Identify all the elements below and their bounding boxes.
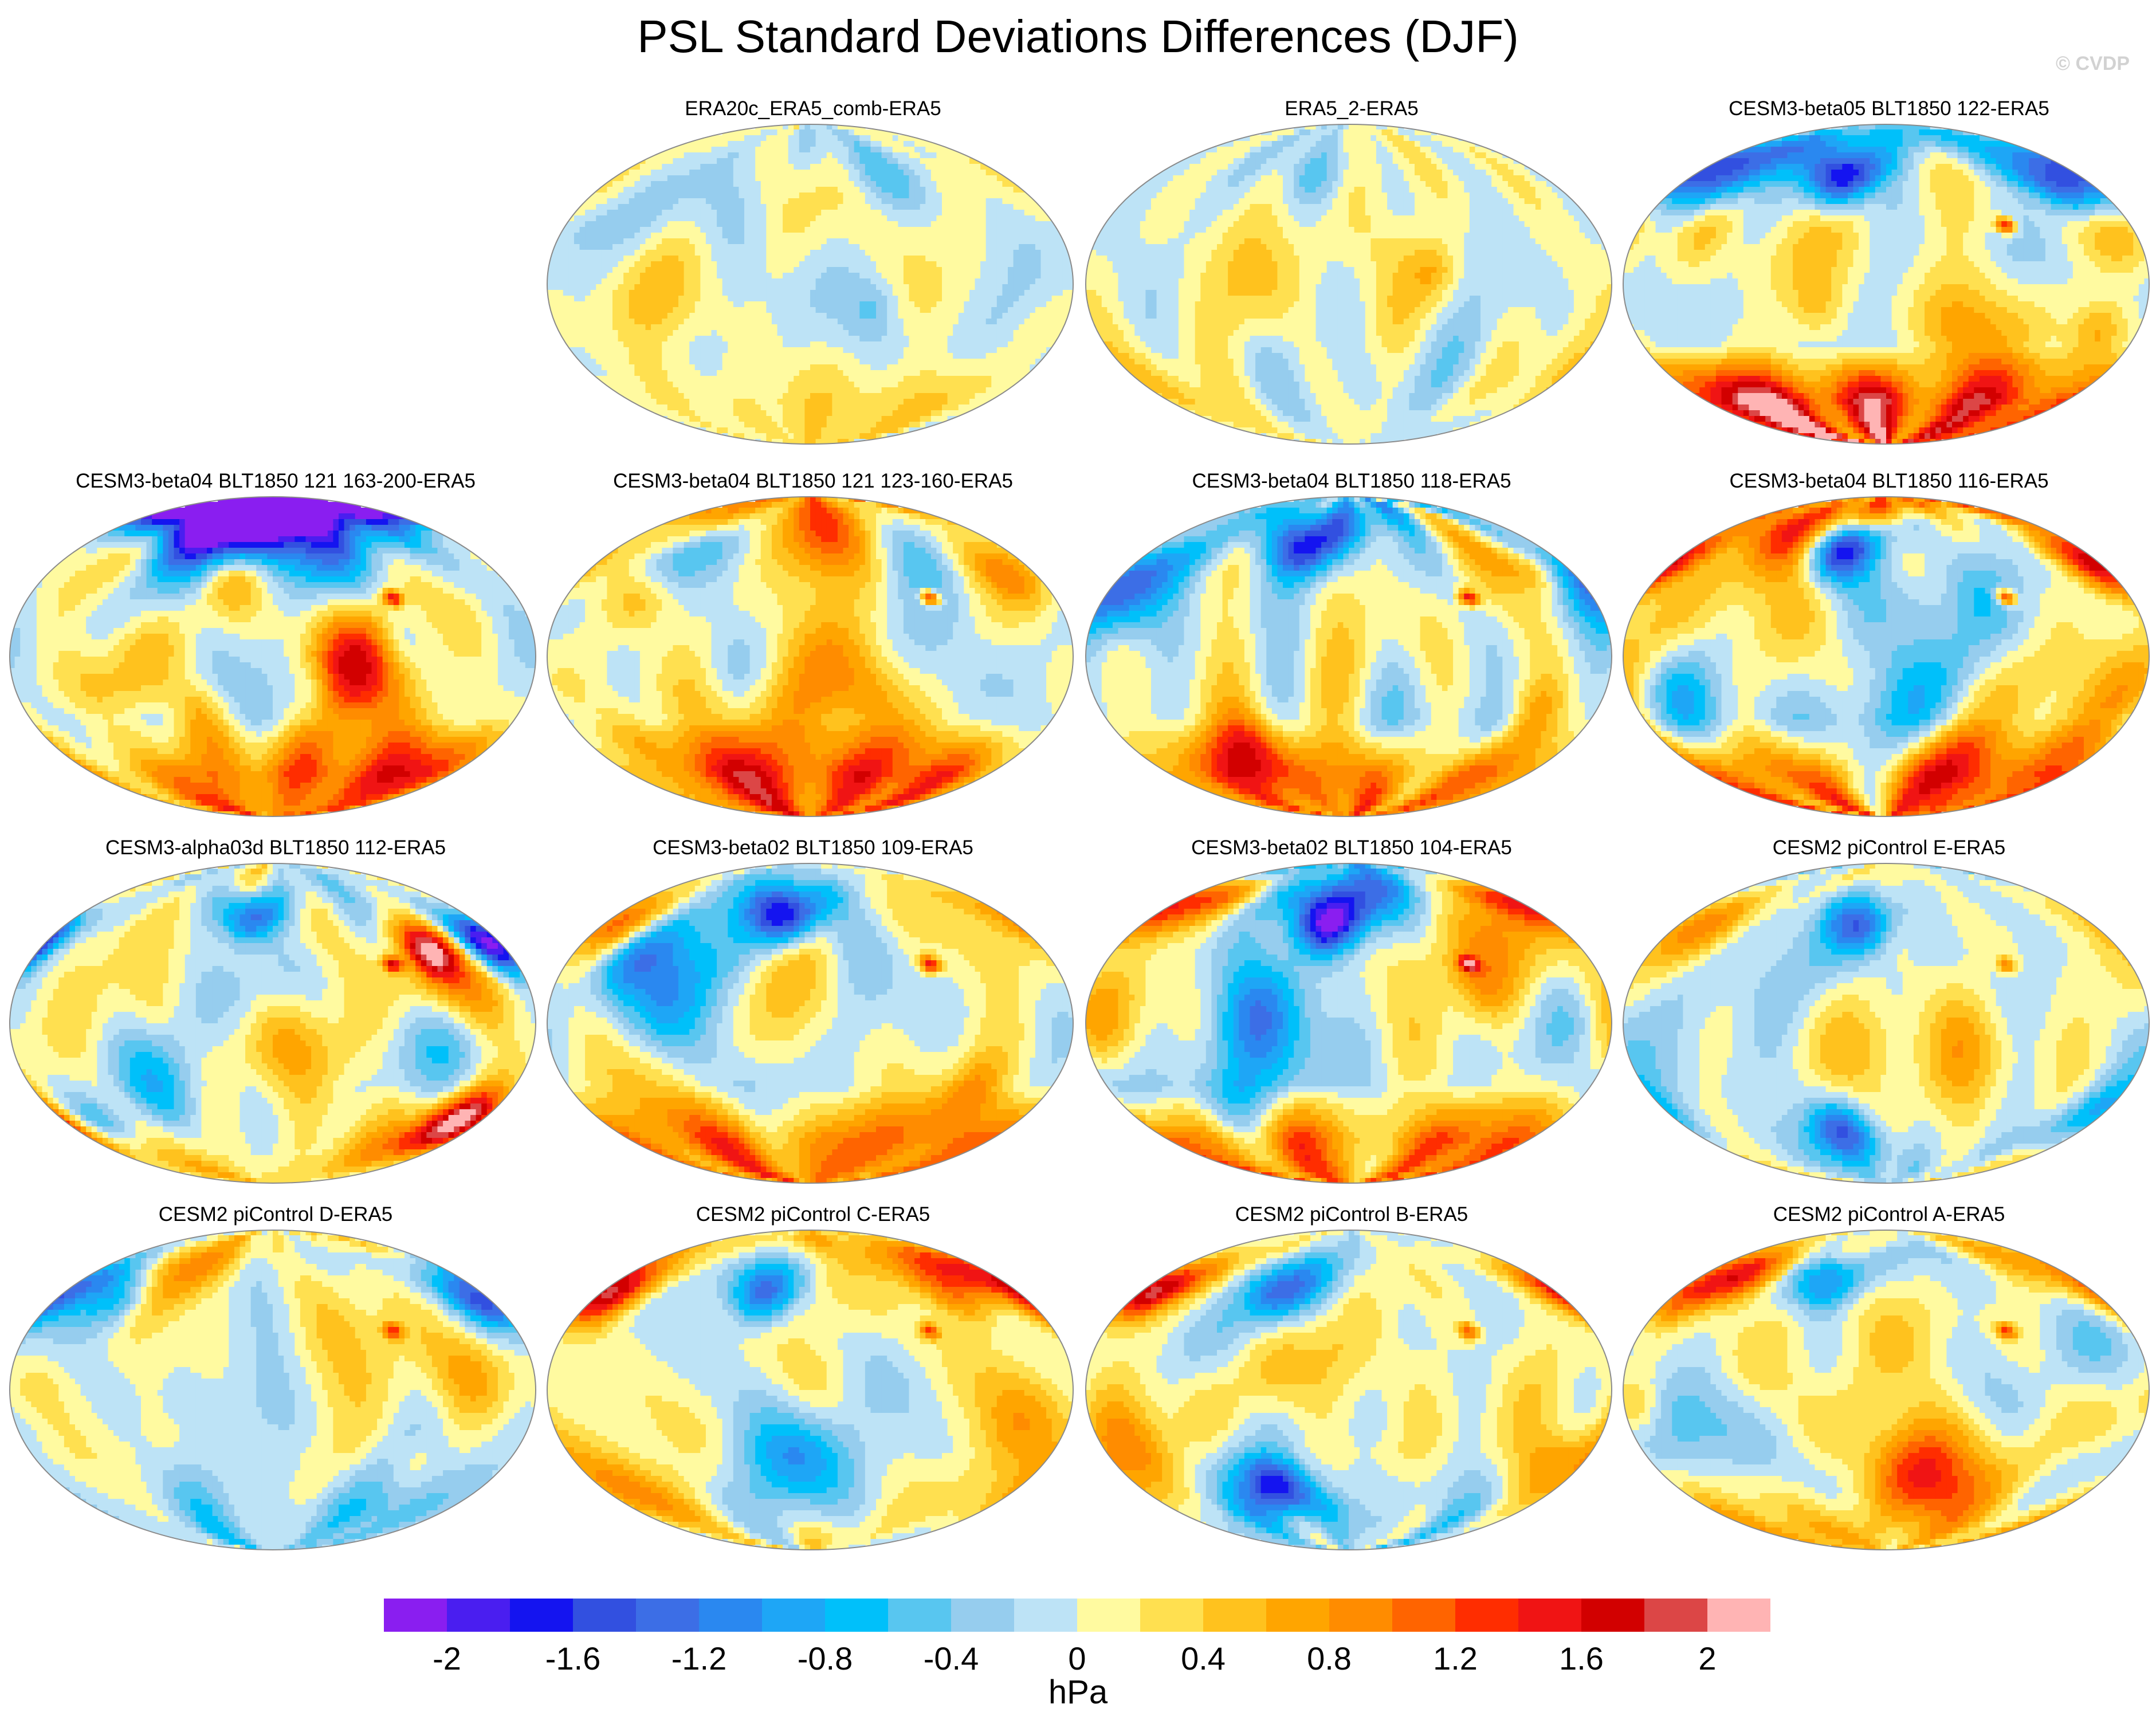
colorbar-swatch	[1518, 1599, 1582, 1632]
colorbar-tick-label: 0.4	[1181, 1640, 1226, 1677]
global-map	[547, 863, 1074, 1184]
global-map	[1085, 863, 1612, 1184]
map-panel: CESM3-beta04 BLT1850 118-ERA5	[1085, 469, 1618, 824]
psl-difference-field	[9, 863, 536, 1184]
map-panel: ERA5_2-ERA5	[1085, 96, 1618, 451]
colorbar-swatch	[825, 1599, 889, 1632]
panel-title: CESM3-beta04 BLT1850 121 163-200-ERA5	[9, 469, 542, 494]
colorbar-tick-label: -0.8	[798, 1640, 853, 1677]
colorbar-tick-label: -1.6	[545, 1640, 601, 1677]
map-panel: CESM3-beta02 BLT1850 109-ERA5	[547, 835, 1079, 1191]
panel-title: CESM3-beta04 BLT1850 116-ERA5	[1623, 469, 2155, 494]
colorbar-tick-label: 1.2	[1433, 1640, 1478, 1677]
panel-title: CESM2 piControl C-ERA5	[547, 1202, 1079, 1227]
colorbar-swatch	[1644, 1599, 1708, 1632]
psl-difference-field	[1623, 124, 2150, 445]
global-map	[547, 1230, 1074, 1550]
psl-difference-field	[547, 124, 1074, 445]
map-panel: CESM2 piControl B-ERA5	[1085, 1202, 1618, 1557]
global-map	[1085, 496, 1612, 817]
global-map	[9, 863, 536, 1184]
colorbar-swatch	[1707, 1599, 1770, 1632]
colorbar-swatch	[636, 1599, 700, 1632]
colorbar-swatch	[1455, 1599, 1519, 1632]
colorbar-tick-label: 0.8	[1307, 1640, 1352, 1677]
global-map	[1623, 1230, 2150, 1550]
colorbar-swatch	[510, 1599, 574, 1632]
psl-difference-field	[1085, 496, 1612, 817]
map-panel: CESM2 piControl C-ERA5	[547, 1202, 1079, 1557]
map-panel: CESM2 piControl D-ERA5	[9, 1202, 542, 1557]
global-map	[1085, 124, 1612, 445]
colorbar-tick-label: -2	[433, 1640, 461, 1677]
global-map	[9, 1230, 536, 1550]
colorbar-swatch	[1329, 1599, 1393, 1632]
psl-difference-field	[1623, 863, 2150, 1184]
global-map	[1623, 124, 2150, 445]
panel-title: ERA5_2-ERA5	[1085, 96, 1618, 121]
colorbar-swatch	[1077, 1599, 1141, 1632]
colorbar-tick-label: 1.6	[1559, 1640, 1604, 1677]
map-panel: CESM3-alpha03d BLT1850 112-ERA5	[9, 835, 542, 1191]
colorbar-swatch	[573, 1599, 637, 1632]
colorbar-swatch	[384, 1599, 447, 1632]
psl-difference-field	[1623, 496, 2150, 817]
colorbar-swatch	[1203, 1599, 1267, 1632]
panel-title: CESM2 piControl D-ERA5	[9, 1202, 542, 1227]
panel-title: ERA20c_ERA5_comb-ERA5	[547, 96, 1079, 121]
colorbar-swatch	[1581, 1599, 1645, 1632]
colorbar-swatch	[1392, 1599, 1456, 1632]
psl-difference-field	[1085, 863, 1612, 1184]
panel-title: CESM3-beta04 BLT1850 118-ERA5	[1085, 469, 1618, 494]
global-map	[1623, 863, 2150, 1184]
colorbar	[384, 1599, 1770, 1632]
copyright-watermark: © CVDP	[2056, 53, 2130, 75]
psl-difference-field	[1623, 1230, 2150, 1550]
global-map	[1085, 1230, 1612, 1550]
colorbar-swatch	[1140, 1599, 1204, 1632]
psl-difference-field	[547, 1230, 1074, 1550]
psl-difference-field	[9, 1230, 536, 1550]
colorbar-swatch	[699, 1599, 763, 1632]
map-panel: CESM3-beta04 BLT1850 121 163-200-ERA5	[9, 469, 542, 824]
colorbar-tick-label: -0.4	[924, 1640, 979, 1677]
psl-difference-field	[547, 496, 1074, 817]
map-panel: CESM2 piControl A-ERA5	[1623, 1202, 2155, 1557]
panel-title: CESM3-beta05 BLT1850 122-ERA5	[1623, 96, 2155, 121]
map-panel: CESM3-beta04 BLT1850 116-ERA5	[1623, 469, 2155, 824]
map-panel: CESM2 piControl E-ERA5	[1623, 835, 2155, 1191]
panel-title: CESM2 piControl B-ERA5	[1085, 1202, 1618, 1227]
psl-difference-field	[1085, 1230, 1612, 1550]
colorbar-swatch	[447, 1599, 510, 1632]
map-panel: CESM3-beta04 BLT1850 121 123-160-ERA5	[547, 469, 1079, 824]
colorbar-swatch	[762, 1599, 826, 1632]
map-panel: CESM3-beta05 BLT1850 122-ERA5	[1623, 96, 2155, 451]
colorbar-swatch	[951, 1599, 1015, 1632]
panel-title: CESM3-beta02 BLT1850 104-ERA5	[1085, 835, 1618, 861]
global-map	[547, 124, 1074, 445]
panel-title: CESM3-beta02 BLT1850 109-ERA5	[547, 835, 1079, 861]
global-map	[9, 496, 536, 817]
global-map	[547, 496, 1074, 817]
map-panel: CESM3-beta02 BLT1850 104-ERA5	[1085, 835, 1618, 1191]
psl-difference-field	[1085, 124, 1612, 445]
psl-difference-field	[9, 496, 536, 817]
colorbar-tick-label: 2	[1698, 1640, 1716, 1677]
colorbar-units: hPa	[0, 1673, 2156, 1711]
panel-title: CESM3-alpha03d BLT1850 112-ERA5	[9, 835, 542, 861]
global-map	[1623, 496, 2150, 817]
colorbar-swatch	[1014, 1599, 1078, 1632]
panel-title: CESM2 piControl A-ERA5	[1623, 1202, 2155, 1227]
colorbar-tick-label: -1.2	[671, 1640, 727, 1677]
psl-difference-field	[547, 863, 1074, 1184]
map-panel: ERA20c_ERA5_comb-ERA5	[547, 96, 1079, 451]
colorbar-swatch	[1266, 1599, 1330, 1632]
panel-title: CESM3-beta04 BLT1850 121 123-160-ERA5	[547, 469, 1079, 494]
colorbar-tick-label: 0	[1068, 1640, 1086, 1677]
figure-title: PSL Standard Deviations Differences (DJF…	[0, 8, 2156, 65]
panel-title: CESM2 piControl E-ERA5	[1623, 835, 2155, 861]
colorbar-swatch	[888, 1599, 952, 1632]
